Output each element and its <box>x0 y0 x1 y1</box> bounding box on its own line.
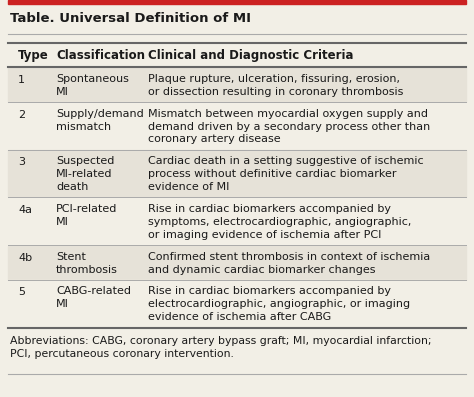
Text: 5: 5 <box>18 287 25 297</box>
Text: Plaque rupture, ulceration, fissuring, erosion,
or dissection resulting in coron: Plaque rupture, ulceration, fissuring, e… <box>148 74 403 97</box>
Bar <box>8 44 466 67</box>
Text: Stent
thrombosis: Stent thrombosis <box>56 252 118 275</box>
Bar <box>8 198 466 245</box>
Text: Spontaneous
MI: Spontaneous MI <box>56 74 129 97</box>
Text: 2: 2 <box>18 110 25 120</box>
Text: 4a: 4a <box>18 205 32 215</box>
Bar <box>8 150 466 197</box>
Text: Suspected
MI-related
death: Suspected MI-related death <box>56 156 114 192</box>
Text: 1: 1 <box>18 75 25 85</box>
Text: Rise in cardiac biomarkers accompanied by
symptoms, electrocardiographic, angiog: Rise in cardiac biomarkers accompanied b… <box>148 204 411 240</box>
Text: Type: Type <box>18 49 49 62</box>
Text: Clinical and Diagnostic Criteria: Clinical and Diagnostic Criteria <box>148 49 353 62</box>
Bar <box>8 246 466 280</box>
Text: Cardiac death in a setting suggestive of ischemic
process without definitive car: Cardiac death in a setting suggestive of… <box>148 156 423 192</box>
Bar <box>8 0 466 4</box>
Bar <box>8 4 466 34</box>
Text: Classification: Classification <box>56 49 145 62</box>
Text: Abbreviations: CABG, coronary artery bypass graft; MI, myocardial infarction;
PC: Abbreviations: CABG, coronary artery byp… <box>10 336 431 359</box>
Bar <box>8 281 466 328</box>
Text: Table. Universal Definition of MI: Table. Universal Definition of MI <box>10 12 251 25</box>
Text: PCI-related
MI: PCI-related MI <box>56 204 118 227</box>
Bar <box>8 68 466 102</box>
Text: Supply/demand
mismatch: Supply/demand mismatch <box>56 109 144 131</box>
Text: 4b: 4b <box>18 253 32 263</box>
Bar <box>8 103 466 150</box>
Text: 3: 3 <box>18 157 25 168</box>
Text: Confirmed stent thrombosis in context of ischemia
and dynamic cardiac biomarker : Confirmed stent thrombosis in context of… <box>148 252 430 275</box>
Text: CABG-related
MI: CABG-related MI <box>56 287 131 309</box>
Bar <box>8 35 466 43</box>
Text: Rise in cardiac biomarkers accompanied by
electrocardiographic, angiographic, or: Rise in cardiac biomarkers accompanied b… <box>148 287 410 322</box>
Text: Mismatch between myocardial oxygen supply and
demand driven by a secondary proce: Mismatch between myocardial oxygen suppl… <box>148 109 430 144</box>
